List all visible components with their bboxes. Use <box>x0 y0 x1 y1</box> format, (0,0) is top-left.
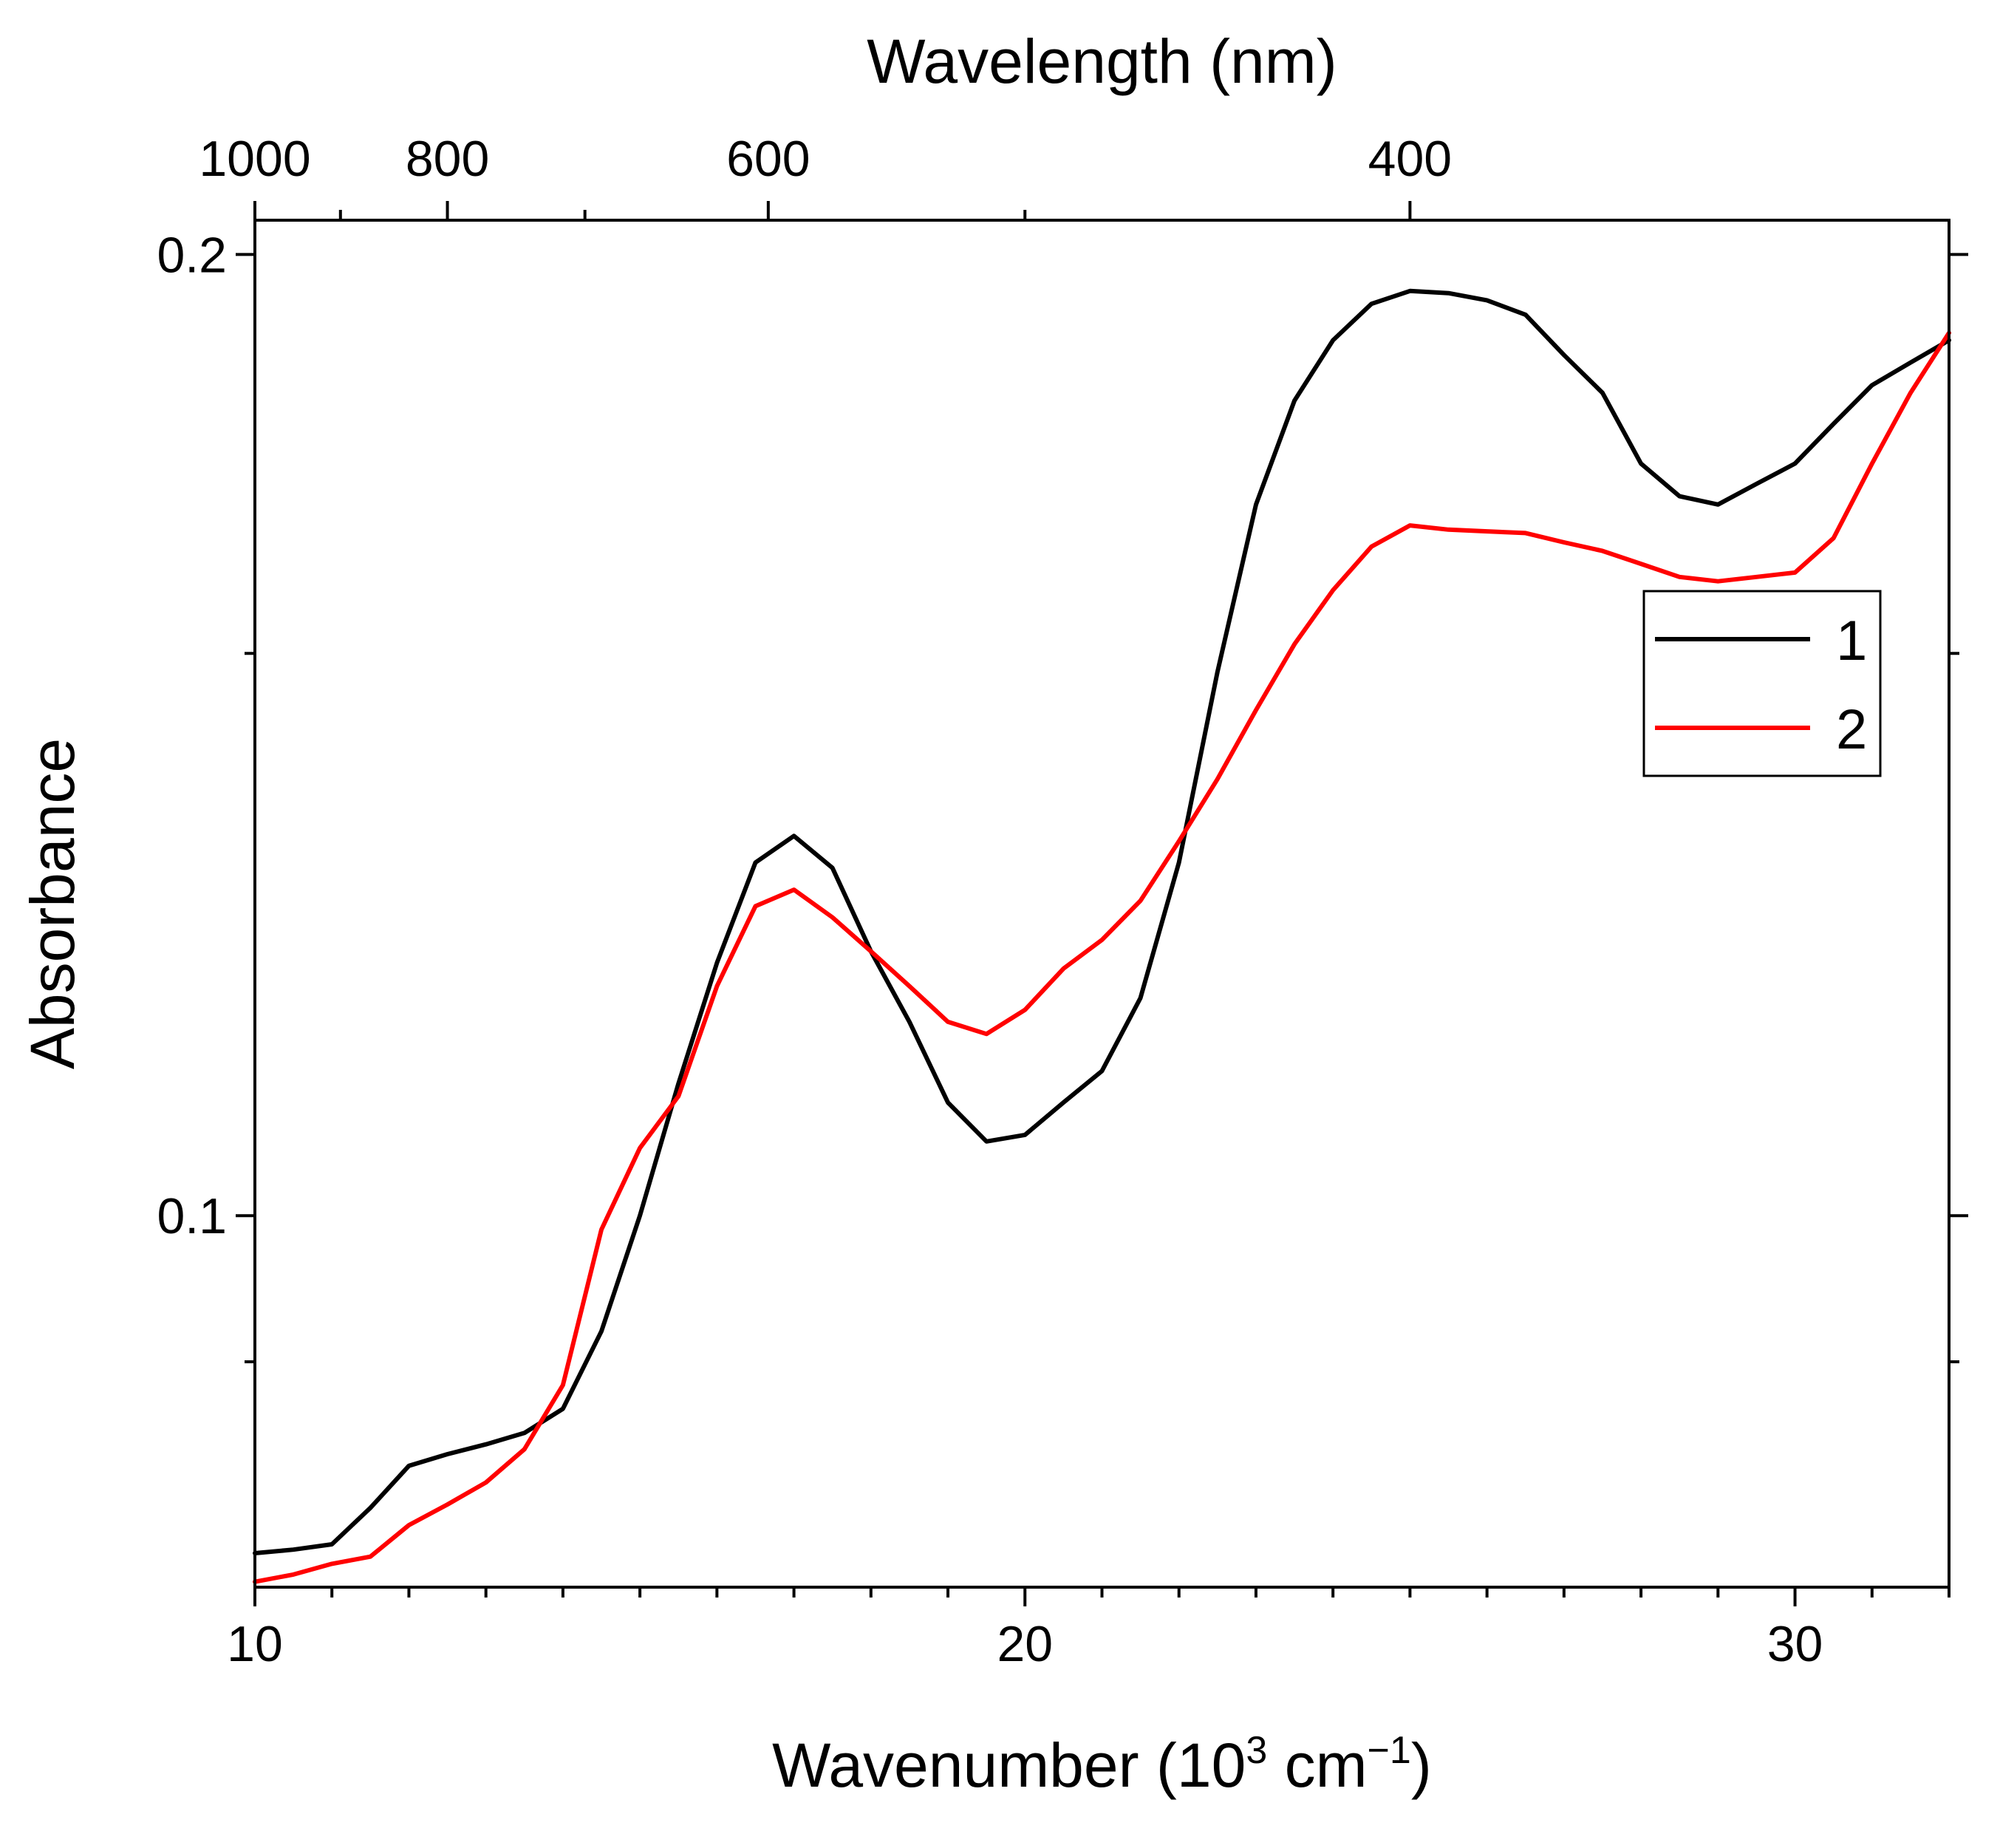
bottom-axis-title-end: ) <box>1411 1731 1432 1800</box>
y-tick-label: 0.1 <box>157 1188 227 1244</box>
series-line-2 <box>253 330 1951 1584</box>
legend-label-1: 1 <box>1836 610 1867 672</box>
bottom-axis-title-sup: 3 <box>1246 1729 1267 1772</box>
top-tick-label: 400 <box>1368 131 1452 187</box>
plot-frame <box>253 219 1950 1589</box>
x-tick-label: 10 <box>227 1616 283 1672</box>
top-axis-title: Wavelength (nm) <box>867 27 1337 96</box>
x-tick-label: 30 <box>1767 1616 1823 1672</box>
top-tick-label: 800 <box>406 131 489 187</box>
top-tick-label: 600 <box>726 131 810 187</box>
legend-label-2: 2 <box>1836 698 1867 761</box>
legend-box <box>1642 590 1882 777</box>
x-tick-label: 20 <box>997 1616 1053 1672</box>
tick-labels-layer: 10 20 30 1000 800 600 400 0.1 0.2 <box>157 131 1823 1672</box>
series-layer <box>253 288 1951 1584</box>
legend: 12 <box>1642 590 1882 777</box>
top-tick-label: 1000 <box>199 131 310 187</box>
y-tick-label: 0.2 <box>157 227 227 283</box>
y-axis-title: Absorbance <box>18 738 87 1069</box>
bottom-axis-title-mid: cm <box>1267 1731 1367 1800</box>
ticks-layer <box>236 201 1968 1606</box>
bottom-axis-title: Wavenumber (103 cm−1) <box>772 1729 1432 1800</box>
bottom-axis-title-main: Wavenumber (10 <box>772 1731 1246 1800</box>
series-line-1 <box>253 288 1951 1555</box>
bottom-axis-title-sup2: −1 <box>1368 1729 1411 1772</box>
